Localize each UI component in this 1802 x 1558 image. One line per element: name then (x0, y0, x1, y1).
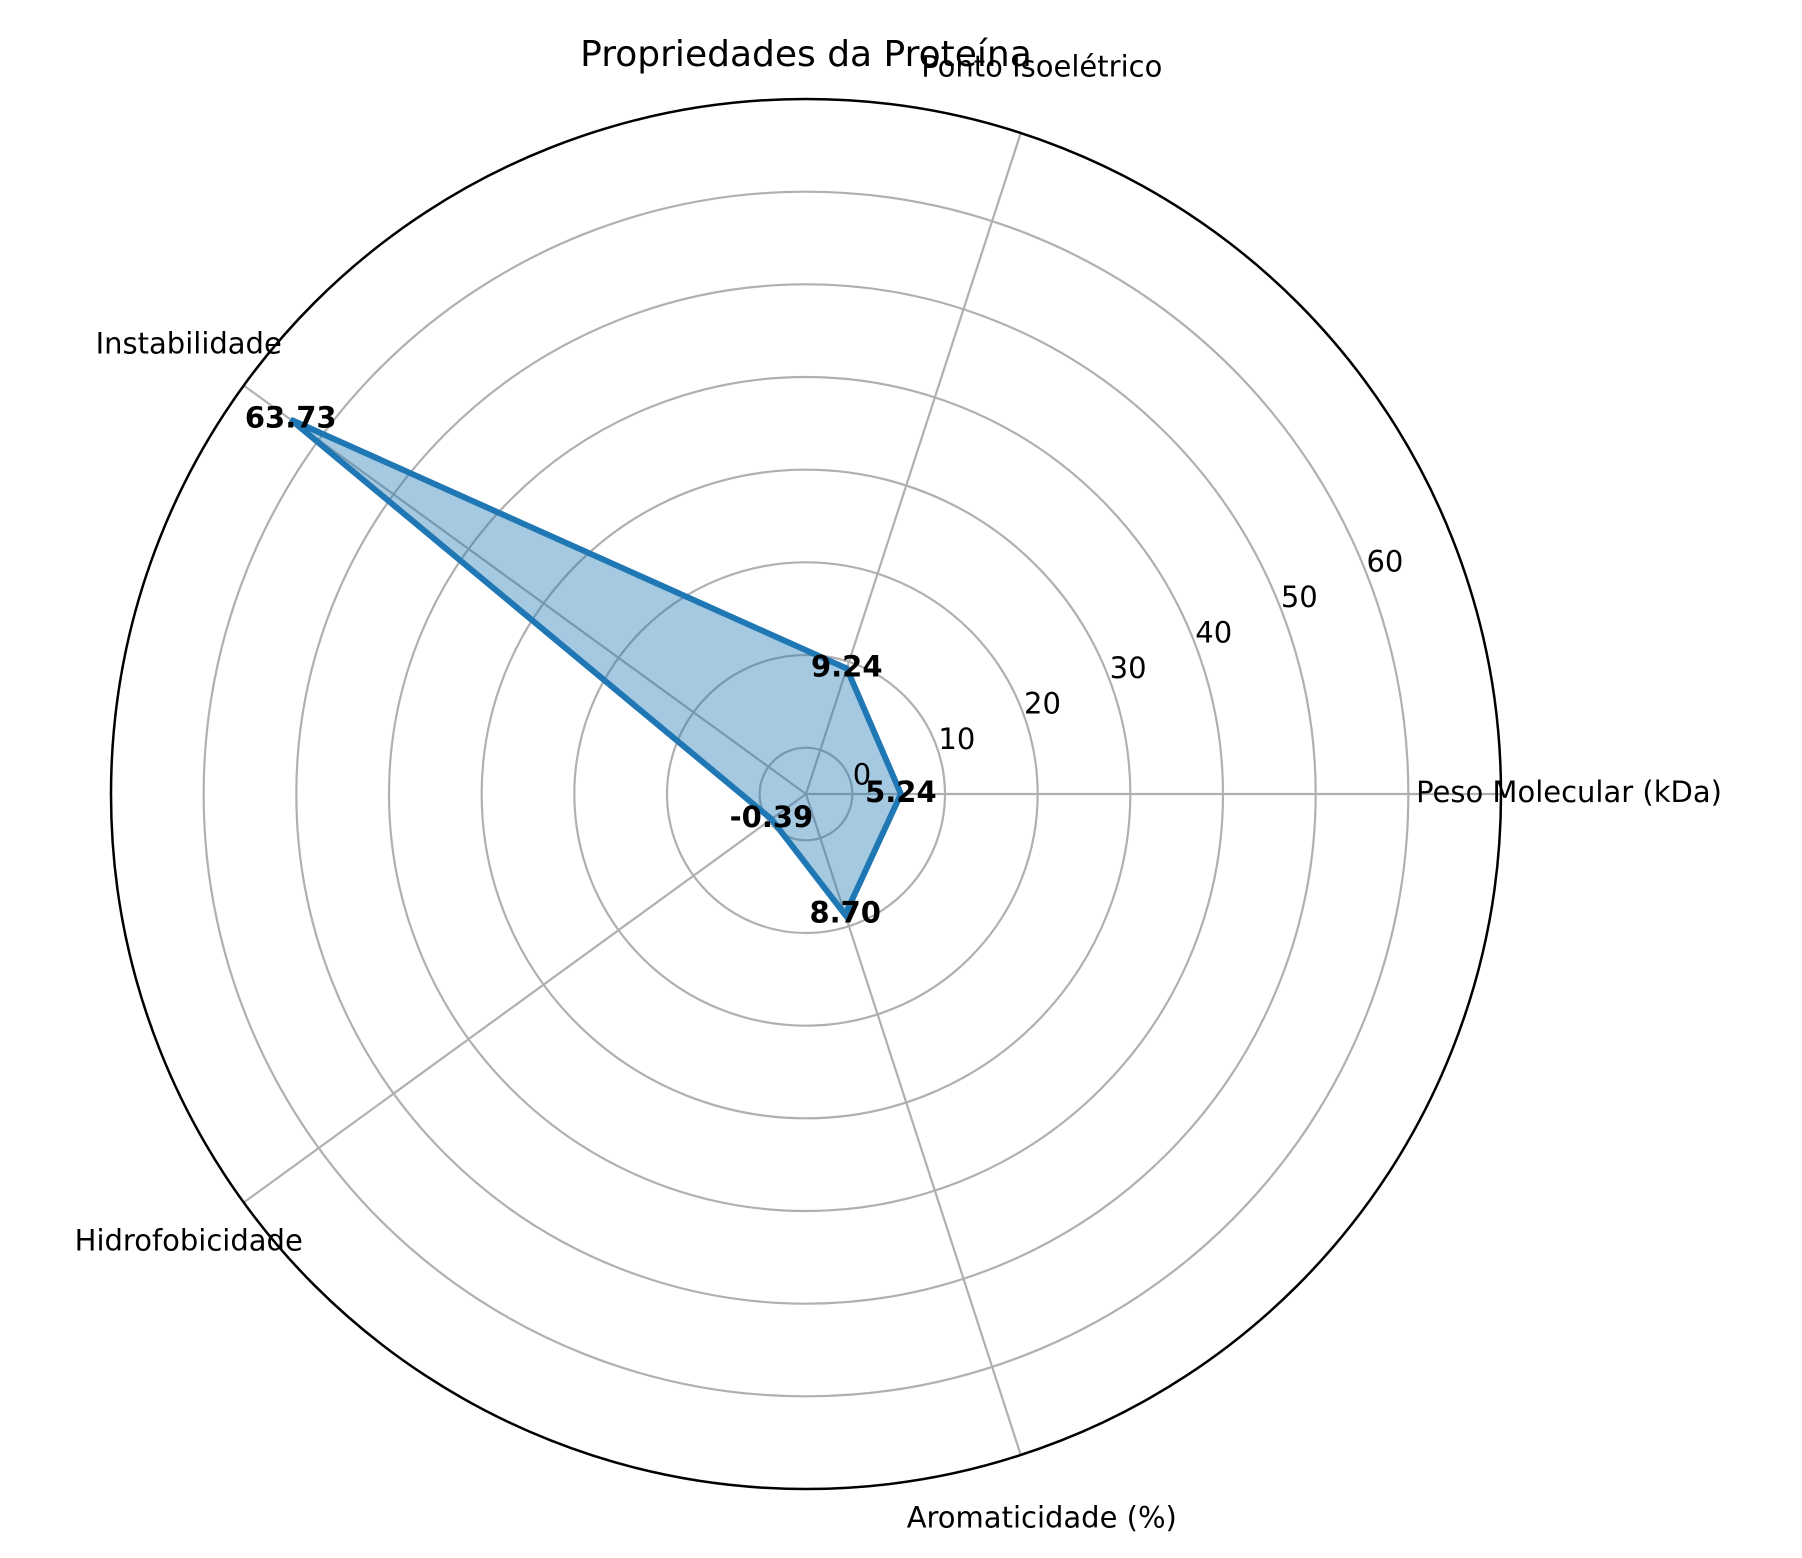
grid-spoke (804, 132, 1022, 795)
r-tick-label: 10 (938, 722, 975, 756)
grid-spoke (243, 793, 807, 1204)
r-tick-label: 50 (1281, 580, 1318, 614)
r-tick-label: 20 (1024, 686, 1061, 720)
grid-layer (109, 97, 1503, 1491)
r-tick-label: 30 (1110, 651, 1147, 685)
category-label: Instabilidade (96, 327, 282, 361)
series-line (288, 416, 905, 921)
value-label: -0.39 (730, 800, 814, 834)
value-label: 8.70 (809, 896, 881, 930)
category-label: Peso Molecular (kDa) (1416, 775, 1722, 809)
grid-spoke (243, 384, 807, 795)
category-label: Ponto Isoelétrico (921, 49, 1162, 83)
data-layer (288, 416, 905, 921)
category-label: Aromaticidade (%) (907, 1501, 1177, 1535)
chart-title: Propriedades da Proteína (580, 34, 1032, 75)
r-tick-label: 40 (1195, 615, 1232, 649)
category-label: Hidrofobicidade (75, 1223, 303, 1257)
r-tick-label: 0 (853, 757, 871, 791)
r-tick-label: 60 (1366, 544, 1403, 578)
label-layer: 0 10 20 30 40 50 60 5.24 9.24 63.73 -0.39 8.70 Peso … (75, 49, 1722, 1534)
grid-spoke (804, 793, 1022, 1456)
value-label: 5.24 (865, 775, 937, 809)
value-label: 9.24 (811, 650, 883, 684)
polar-frame (109, 97, 1503, 1491)
value-label: 63.73 (245, 401, 337, 435)
